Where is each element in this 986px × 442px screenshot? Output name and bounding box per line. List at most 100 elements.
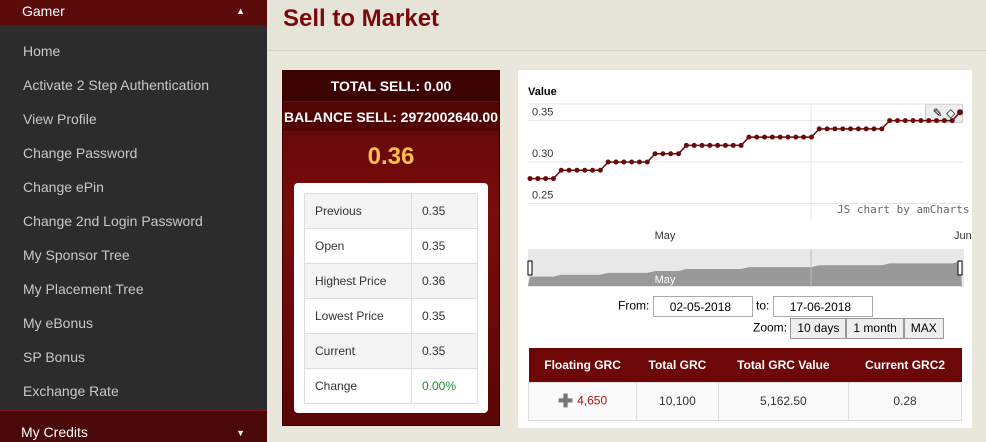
data-point bbox=[668, 151, 674, 157]
data-point bbox=[793, 134, 799, 140]
column-header: Current GRC2 bbox=[848, 348, 962, 382]
sidebar-item-change-2nd-login[interactable]: Change 2nd Login Password bbox=[23, 213, 203, 229]
sidebar-item-sponsor-tree[interactable]: My Sponsor Tree bbox=[23, 247, 130, 263]
data-point bbox=[699, 142, 705, 148]
data-point bbox=[527, 176, 533, 182]
stat-label: Change bbox=[304, 368, 412, 404]
data-point bbox=[926, 118, 932, 124]
floating-grc-cell: ✚ 4,650 bbox=[527, 381, 638, 421]
y-axis: 0.25 0.30 0.35 bbox=[532, 107, 553, 202]
table-row: Lowest Price 0.35 bbox=[304, 298, 478, 334]
chart-line bbox=[527, 109, 963, 182]
total-grc-cell: 10,100 bbox=[636, 381, 719, 421]
data-point bbox=[848, 126, 854, 132]
data-point bbox=[910, 118, 916, 124]
data-point bbox=[715, 142, 721, 148]
data-point bbox=[957, 109, 963, 116]
data-point bbox=[707, 142, 713, 148]
from-label: From: bbox=[618, 298, 650, 313]
sidebar-section-my-credits[interactable]: My Credits ▼ bbox=[0, 410, 267, 442]
x-tick-label: Jun bbox=[954, 230, 972, 242]
y-tick-label: 0.25 bbox=[532, 189, 553, 201]
table-row: Current 0.35 bbox=[304, 333, 478, 369]
total-grc-value-cell: 5,162.50 bbox=[717, 381, 850, 421]
scrollbar-tick-label: May bbox=[655, 274, 676, 286]
chart-panel: Value ✎ ◇ 0.25 0.30 0.35 May Jun May JS cha… bbox=[518, 70, 972, 428]
data-point bbox=[730, 142, 736, 148]
sidebar-section-gamer[interactable]: Gamer ▲ bbox=[0, 0, 267, 25]
data-point bbox=[840, 126, 846, 132]
title-bar: Sell to Market bbox=[267, 0, 986, 51]
sidebar-item-change-password[interactable]: Change Password bbox=[23, 145, 138, 161]
total-sell: TOTAL SELL: 0.00 bbox=[283, 71, 499, 101]
from-date-input[interactable]: 02-05-2018 bbox=[652, 296, 753, 317]
data-point bbox=[934, 118, 940, 124]
data-point bbox=[597, 167, 603, 173]
data-point bbox=[832, 126, 838, 132]
main-content: Sell to Market TOTAL SELL: 0.00 BALANCE … bbox=[267, 0, 986, 442]
data-point bbox=[550, 176, 556, 182]
stat-value: 0.36 bbox=[411, 263, 478, 299]
chart-scrollbar[interactable]: May bbox=[527, 249, 964, 287]
data-point bbox=[691, 142, 697, 148]
sidebar-item-home[interactable]: Home bbox=[23, 43, 61, 59]
eraser-icon[interactable]: ◇ bbox=[946, 106, 956, 120]
data-point bbox=[722, 142, 728, 148]
data-point bbox=[660, 151, 666, 157]
data-point bbox=[871, 126, 877, 132]
sidebar-section-label: My Credits bbox=[21, 424, 88, 440]
stats-box: Previous 0.35 Open 0.35 Highest Price 0.36 … bbox=[294, 183, 488, 413]
data-point bbox=[863, 126, 869, 132]
plus-icon[interactable]: ✚ bbox=[558, 390, 574, 411]
table-row: Previous 0.35 bbox=[304, 193, 478, 229]
sidebar-section-label: Gamer bbox=[22, 3, 65, 19]
data-point bbox=[762, 134, 768, 140]
sidebar-item-ebonus[interactable]: My eBonus bbox=[23, 315, 94, 331]
sidebar-item-exchange-rate[interactable]: Exchange Rate bbox=[23, 383, 119, 399]
data-point bbox=[816, 126, 822, 132]
table-row: Change 0.00% bbox=[304, 368, 478, 404]
zoom-max-button[interactable]: MAX bbox=[903, 318, 944, 339]
column-header: Total GRC bbox=[636, 348, 719, 382]
balance-sell: BALANCE SELL: 2972002640.00 bbox=[283, 101, 499, 131]
data-point bbox=[879, 126, 885, 132]
current-price: 0.36 bbox=[367, 143, 415, 170]
caret-up-icon: ▲ bbox=[236, 6, 245, 16]
data-point bbox=[785, 134, 791, 140]
sidebar-item-sp-bonus[interactable]: SP Bonus bbox=[23, 349, 86, 365]
data-point bbox=[855, 126, 861, 132]
data-point bbox=[824, 126, 830, 132]
zoom-controls: Zoom: 10 days 1 month MAX bbox=[753, 318, 944, 339]
data-point bbox=[621, 159, 627, 165]
data-point bbox=[676, 151, 682, 157]
caret-down-icon: ▼ bbox=[236, 428, 245, 438]
data-point bbox=[738, 142, 744, 148]
stat-label: Open bbox=[304, 228, 412, 264]
to-label: to: bbox=[756, 298, 770, 313]
table-header-row: Floating GRC Total GRC Total GRC Value C… bbox=[528, 348, 962, 382]
data-point bbox=[574, 167, 580, 173]
zoom-10-days-button[interactable]: 10 days bbox=[790, 318, 847, 339]
zoom-1-month-button[interactable]: 1 month bbox=[846, 318, 904, 339]
pencil-icon[interactable]: ✎ bbox=[932, 106, 943, 120]
data-point bbox=[613, 159, 619, 165]
sidebar-item-view-profile[interactable]: View Profile bbox=[23, 111, 97, 127]
data-point bbox=[941, 118, 947, 124]
date-range: From: 02-05-2018 to: 17-06-2018 bbox=[618, 296, 873, 317]
stat-value: 0.35 bbox=[411, 228, 478, 264]
page-title: Sell to Market bbox=[283, 5, 440, 32]
grc-table: Floating GRC Total GRC Total GRC Value C… bbox=[527, 348, 962, 421]
data-point bbox=[808, 134, 814, 140]
y-tick-label: 0.35 bbox=[532, 107, 553, 119]
stat-value: 0.35 bbox=[411, 333, 478, 369]
x-tick-label: May bbox=[655, 230, 676, 242]
sidebar-item-2fa[interactable]: Activate 2 Step Authentication bbox=[23, 77, 210, 93]
series-line bbox=[530, 111, 961, 180]
data-point bbox=[605, 159, 611, 165]
sidebar-item-change-epin[interactable]: Change ePin bbox=[23, 179, 104, 195]
data-point bbox=[566, 167, 572, 173]
sidebar-item-placement-tree[interactable]: My Placement Tree bbox=[23, 281, 144, 297]
chart-title: Value bbox=[528, 86, 557, 98]
data-point bbox=[652, 151, 658, 157]
to-date-input[interactable]: 17-06-2018 bbox=[772, 296, 873, 317]
